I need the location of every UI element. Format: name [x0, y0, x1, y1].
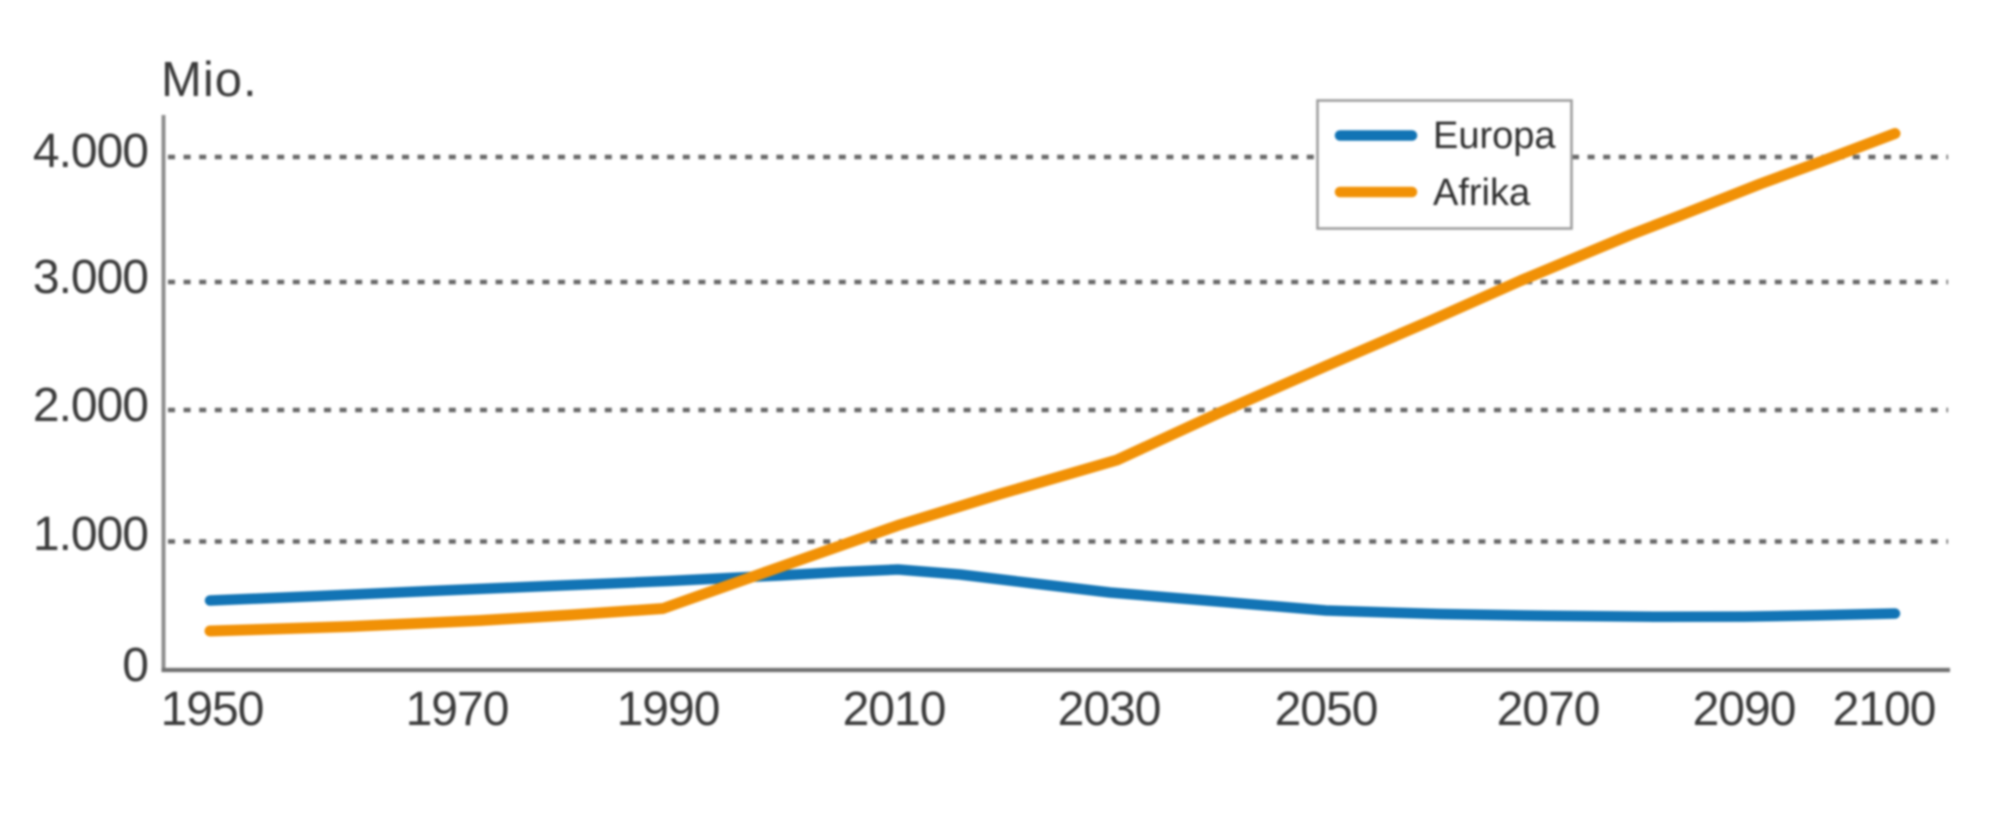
svg-text:Mio.: Mio.: [161, 53, 258, 107]
svg-text:2030: 2030: [1058, 683, 1161, 736]
svg-text:2010: 2010: [843, 683, 946, 736]
svg-text:3.000: 3.000: [33, 251, 148, 304]
svg-text:1970: 1970: [406, 683, 509, 736]
svg-text:Europa: Europa: [1433, 115, 1556, 157]
svg-text:0: 0: [122, 639, 148, 692]
svg-text:1950: 1950: [161, 683, 264, 736]
svg-text:2090: 2090: [1693, 683, 1796, 736]
svg-text:4.000: 4.000: [33, 125, 148, 178]
svg-text:2.000: 2.000: [33, 379, 148, 432]
svg-text:2050: 2050: [1275, 683, 1378, 736]
svg-text:1.000: 1.000: [33, 508, 148, 561]
svg-text:2100: 2100: [1833, 683, 1936, 736]
svg-text:2070: 2070: [1497, 683, 1600, 736]
svg-text:Afrika: Afrika: [1433, 172, 1531, 214]
svg-text:1990: 1990: [617, 683, 720, 736]
